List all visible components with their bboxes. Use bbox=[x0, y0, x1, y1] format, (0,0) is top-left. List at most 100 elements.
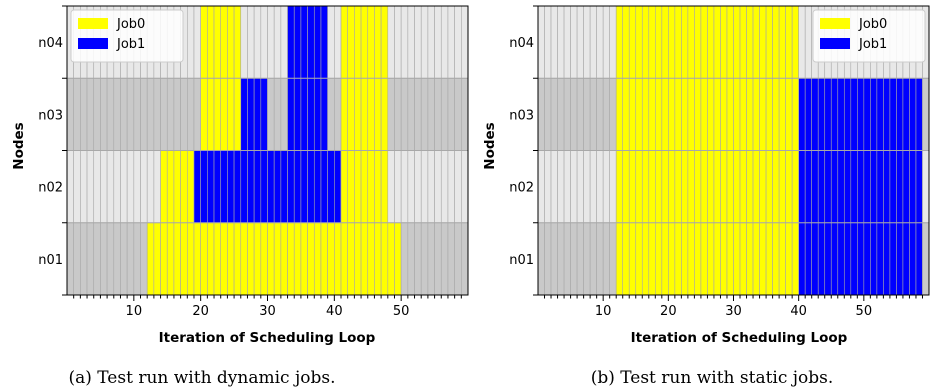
cell-job1-n01-53 bbox=[883, 222, 891, 296]
cell-idle-n02-11 bbox=[609, 150, 617, 224]
cell-job0-n02-13 bbox=[622, 150, 630, 224]
cell-idle-n01-53 bbox=[420, 222, 429, 296]
cell-job0-n02-46 bbox=[374, 150, 382, 224]
cell-job0-n02-44 bbox=[360, 150, 369, 224]
cell-idle-n03-31 bbox=[273, 77, 282, 151]
y-tick-label-n02: n02 bbox=[38, 181, 63, 196]
cell-job0-n03-37 bbox=[778, 77, 786, 151]
panel-b-static-jobs: 10 20 30 40 50 n01 n02 n03 n04 Job0 Job1 Nodes Ite… bbox=[482, 5, 930, 388]
cell-job0-n04-31 bbox=[739, 5, 747, 79]
cell-idle-n04-6 bbox=[576, 5, 584, 79]
cell-idle-n01-3 bbox=[557, 222, 565, 296]
cell-job1-n02-39 bbox=[327, 150, 335, 224]
cell-idle-n03-14 bbox=[160, 77, 168, 151]
cell-job0-n04-27 bbox=[713, 5, 721, 79]
cell-job0-n02-36 bbox=[772, 150, 780, 224]
cell-idle-n01-57 bbox=[447, 222, 455, 296]
cell-idle-n01-1 bbox=[544, 222, 552, 296]
cell-job0-n04-24 bbox=[227, 5, 235, 79]
cell-idle-n02-3 bbox=[557, 150, 565, 224]
cell-job0-n02-12 bbox=[615, 150, 624, 224]
cell-job1-n02-40 bbox=[798, 150, 806, 224]
cell-job0-n03-16 bbox=[641, 77, 650, 151]
cell-idle-n01-2 bbox=[80, 222, 88, 296]
cell-job0-n02-18 bbox=[187, 150, 195, 224]
cell-job0-n03-34 bbox=[759, 77, 767, 151]
cell-job0-n04-35 bbox=[765, 5, 773, 79]
cell-idle-n03-3 bbox=[86, 77, 95, 151]
cell-job0-n03-17 bbox=[648, 77, 656, 151]
cell-job0-n04-23 bbox=[220, 5, 228, 79]
cell-idle-n02-57 bbox=[447, 150, 455, 224]
cell-job1-n02-26 bbox=[240, 150, 248, 224]
cell-job0-n01-36 bbox=[307, 222, 315, 296]
x-tick-label: 10 bbox=[126, 304, 143, 319]
cell-job0-n03-45 bbox=[367, 77, 375, 151]
cell-job0-n01-42 bbox=[347, 222, 355, 296]
cell-job1-n03-56 bbox=[902, 77, 910, 151]
cell-job1-n03-33 bbox=[287, 77, 295, 151]
cell-idle-n02-58 bbox=[454, 150, 462, 224]
cell-idle-n02-11 bbox=[140, 150, 148, 224]
cell-idle-n01-4 bbox=[563, 222, 571, 296]
cell-job1-n02-55 bbox=[896, 150, 904, 224]
cell-idle-n03-55 bbox=[434, 77, 442, 151]
cell-job1-n02-54 bbox=[889, 150, 897, 224]
cell-idle-n04-59 bbox=[461, 5, 469, 79]
cell-job1-n02-45 bbox=[830, 150, 839, 224]
cell-job0-n02-22 bbox=[681, 150, 689, 224]
cell-job0-n02-21 bbox=[674, 150, 682, 224]
legend-label-job0: Job0 bbox=[858, 17, 887, 32]
cell-idle-n02-49 bbox=[394, 150, 402, 224]
cell-job0-n01-49 bbox=[394, 222, 402, 296]
cell-job1-n02-38 bbox=[320, 150, 328, 224]
cell-job0-n01-33 bbox=[287, 222, 295, 296]
cell-job1-n03-58 bbox=[915, 77, 923, 151]
cell-idle-n02-5 bbox=[570, 150, 578, 224]
cell-job0-n03-31 bbox=[739, 77, 747, 151]
cell-job0-n01-31 bbox=[273, 222, 282, 296]
cell-idle-n03-17 bbox=[180, 77, 188, 151]
cell-idle-n01-58 bbox=[454, 222, 462, 296]
cell-idle-n01-8 bbox=[589, 222, 597, 296]
cell-idle-n01-8 bbox=[120, 222, 128, 296]
cell-job0-n03-23 bbox=[220, 77, 228, 151]
cell-job0-n03-15 bbox=[635, 77, 643, 151]
cell-idle-n04-55 bbox=[434, 5, 442, 79]
cell-job0-n04-28 bbox=[720, 5, 728, 79]
cell-job0-n04-36 bbox=[772, 5, 780, 79]
cell-idle-n02-48 bbox=[387, 150, 395, 224]
cell-job0-n01-48 bbox=[387, 222, 395, 296]
cell-job0-n01-18 bbox=[654, 222, 663, 296]
x-tick-label: 10 bbox=[595, 304, 612, 319]
cell-job0-n03-21 bbox=[207, 77, 215, 151]
cell-job0-n02-35 bbox=[765, 150, 773, 224]
cell-idle-n04-4 bbox=[563, 5, 571, 79]
cell-job0-n01-21 bbox=[207, 222, 215, 296]
cell-job1-n02-32 bbox=[280, 150, 288, 224]
cell-job1-n03-29 bbox=[260, 77, 268, 151]
cell-job1-n02-41 bbox=[804, 150, 812, 224]
cell-job1-n02-44 bbox=[824, 150, 832, 224]
cell-job0-n02-27 bbox=[713, 150, 721, 224]
cell-idle-n03-5 bbox=[570, 77, 578, 151]
cell-job0-n03-22 bbox=[213, 77, 222, 151]
cell-idle-n04-19 bbox=[193, 5, 201, 79]
cell-idle-n03-57 bbox=[447, 77, 455, 151]
cell-job1-n01-47 bbox=[843, 222, 852, 296]
cell-job0-n01-43 bbox=[354, 222, 362, 296]
legend-swatch-job1 bbox=[78, 38, 108, 49]
cell-job1-n02-52 bbox=[876, 150, 884, 224]
cell-job0-n01-28 bbox=[253, 222, 262, 296]
cell-job0-n02-16 bbox=[173, 150, 181, 224]
cell-job1-n02-57 bbox=[909, 150, 917, 224]
cell-job0-n01-31 bbox=[739, 222, 747, 296]
y-tick-label-n01: n01 bbox=[38, 253, 63, 268]
cell-idle-n04-18 bbox=[187, 5, 195, 79]
cell-idle-n02-13 bbox=[153, 150, 161, 224]
x-tick-label: 40 bbox=[790, 304, 807, 319]
cell-job1-n02-22 bbox=[213, 150, 222, 224]
cell-idle-n02-1 bbox=[544, 150, 552, 224]
cell-job1-n01-56 bbox=[902, 222, 910, 296]
x-tick-label: 20 bbox=[660, 304, 677, 319]
